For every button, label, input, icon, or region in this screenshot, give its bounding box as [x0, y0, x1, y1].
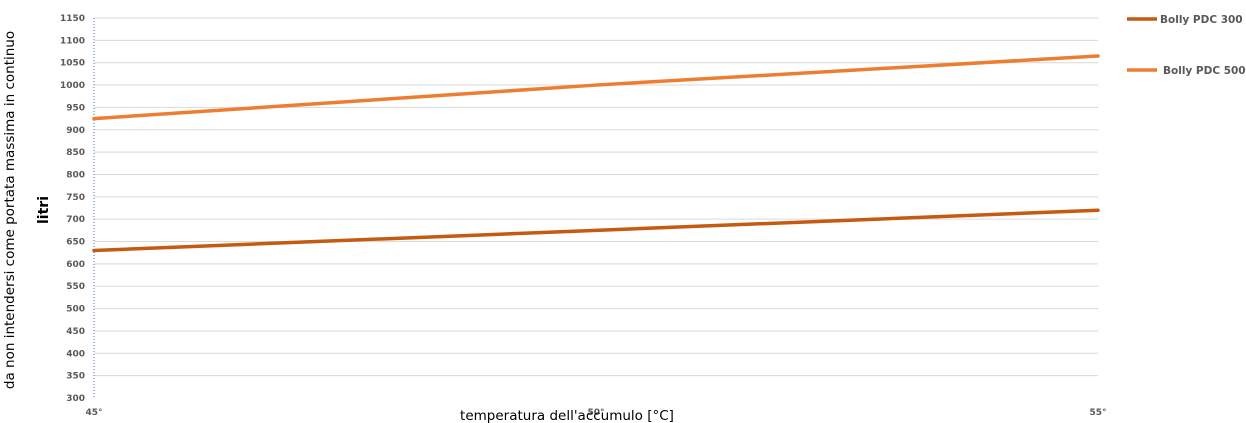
legend-label: Bolly PDC 300 [1160, 14, 1243, 26]
y-tick-label: 900 [66, 126, 85, 136]
y-tick-label: 1100 [60, 36, 85, 46]
series-lines [92, 54, 1100, 253]
y-tick-label: 1000 [60, 81, 85, 91]
x-tick-label: 45° [85, 408, 102, 418]
legend-label: Bolly PDC 500 [1163, 65, 1246, 77]
x-axis-title: temperatura dell'accumulo [°C] [460, 408, 674, 423]
y-tick-label: 400 [66, 349, 85, 359]
y-axis-title: litri [36, 196, 52, 224]
y-tick-label: 750 [66, 193, 85, 203]
grid-lines [94, 17, 1098, 377]
legend: Bolly PDC 300 Bolly PDC 500 [1127, 14, 1246, 77]
y-axis-ticks: 300 350 400 450 500 550 600 650 700 750 800 850 900 9… [60, 14, 85, 404]
x-tick-label: 50° [587, 408, 604, 418]
y-tick-label: 850 [66, 148, 85, 158]
y-tick-label: 700 [66, 215, 85, 225]
y-tick-label: 500 [66, 305, 85, 315]
y-tick-label: 450 [66, 327, 85, 337]
y-tick-label: 1150 [60, 14, 85, 24]
y-tick-label: 950 [66, 103, 85, 113]
x-tick-label: 55° [1089, 408, 1106, 418]
y-tick-label: 300 [66, 394, 85, 404]
y-tick-label: 1050 [60, 59, 85, 69]
y-tick-label: 550 [66, 282, 85, 292]
y-axis-note: da non intendersi come portata massima i… [2, 31, 18, 389]
y-tick-label: 650 [66, 238, 85, 248]
series-line [92, 208, 1100, 253]
y-tick-label: 600 [66, 260, 85, 270]
y-tick-label: 800 [66, 170, 85, 180]
series-line [92, 54, 1100, 121]
y-tick-label: 350 [66, 372, 85, 382]
x-axis-ticks: 45° 50° 55° [85, 408, 1106, 418]
